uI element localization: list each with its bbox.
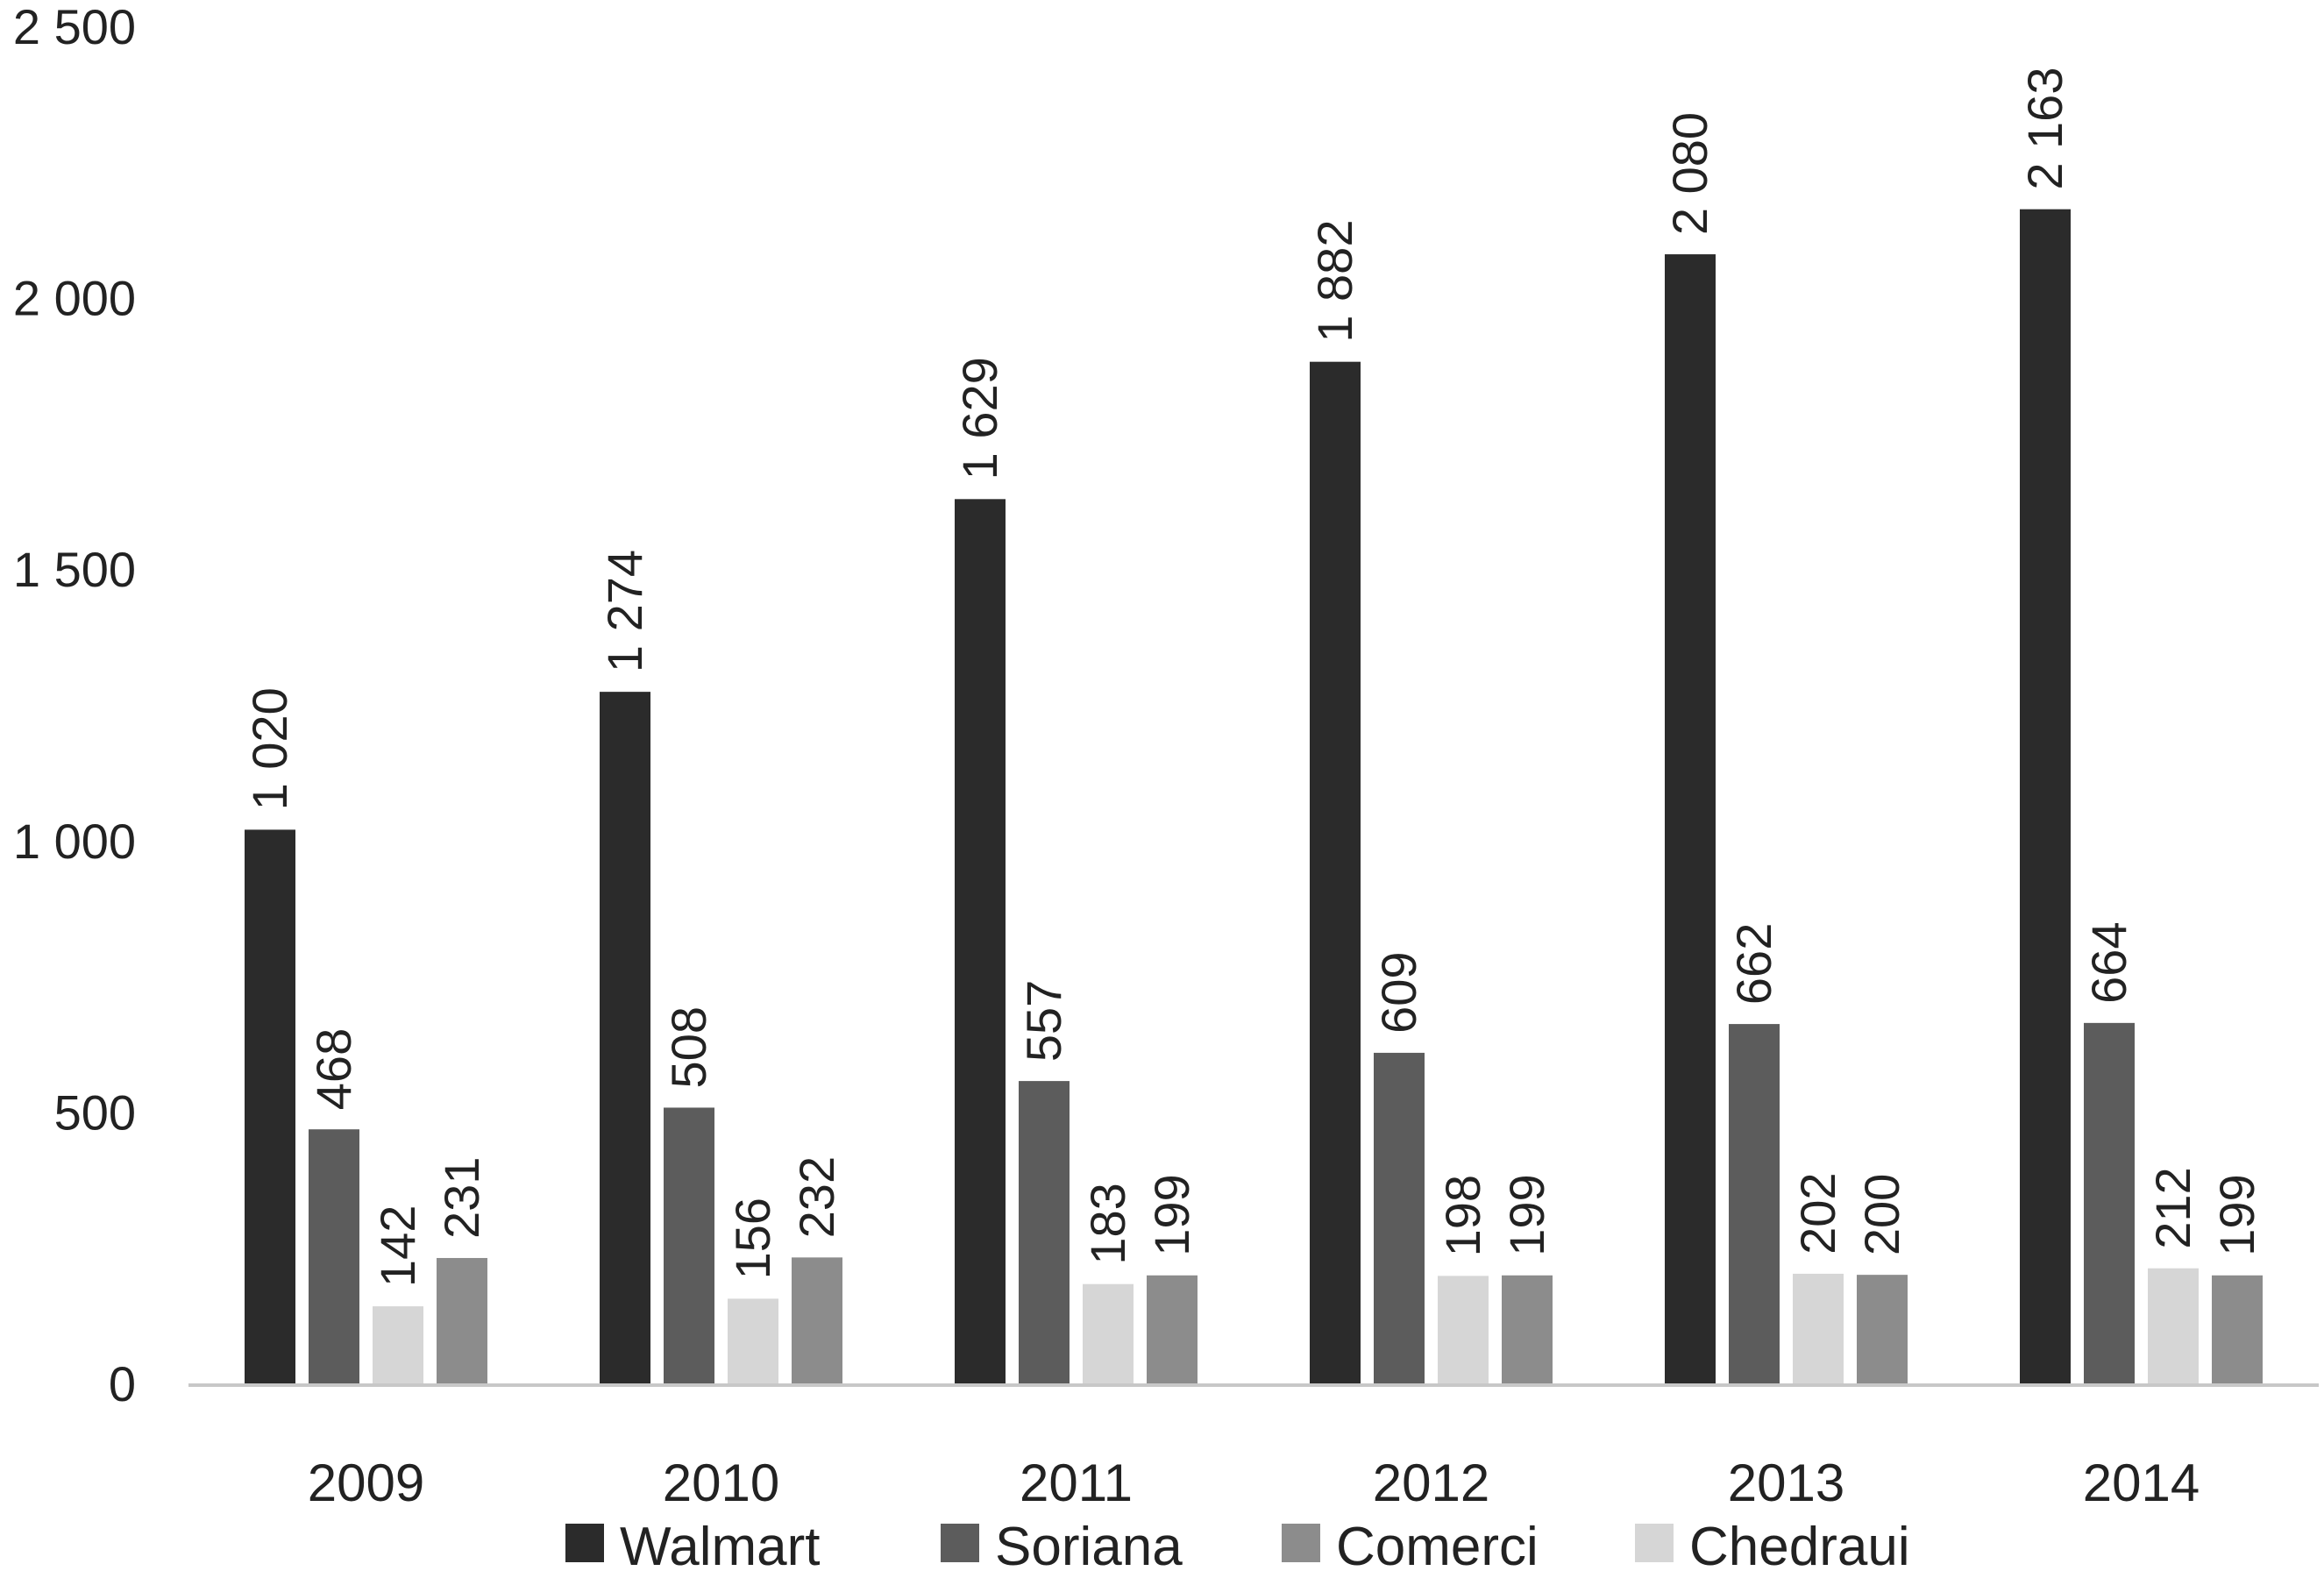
legend-label-comerci: Comerci — [1336, 1517, 1539, 1571]
data-label: 198 — [1435, 1175, 1490, 1256]
data-label: 557 — [1016, 980, 1071, 1062]
bar-chedraui-2013 — [1793, 1273, 1844, 1383]
data-label: 468 — [306, 1028, 361, 1110]
y-axis: 0 500 1 000 1 500 2 000 2 500 — [13, 0, 136, 1411]
bar-soriana-2009 — [309, 1129, 359, 1383]
data-label: 199 — [1144, 1174, 1199, 1255]
legend-label-soriana: Soriana — [995, 1517, 1183, 1571]
data-label: 1 020 — [242, 687, 297, 810]
data-label: 231 — [434, 1157, 489, 1239]
x-tick-label: 2014 — [2083, 1454, 2200, 1512]
x-tick-label: 2010 — [663, 1454, 779, 1512]
bar-walmart-2013 — [1665, 254, 1716, 1384]
legend-label-walmart: Walmart — [620, 1517, 820, 1571]
legend-swatch-walmart — [565, 1524, 604, 1562]
legend: Walmart Soriana Comerci Chedraui — [565, 1517, 1910, 1571]
bar-soriana-2010 — [664, 1107, 714, 1383]
y-tick-label: 1 000 — [13, 814, 136, 869]
bar-soriana-2011 — [1019, 1081, 1070, 1383]
bar-chedraui-2012 — [1438, 1276, 1489, 1383]
x-tick-label: 2009 — [308, 1454, 424, 1512]
bar-soriana-2014 — [2084, 1022, 2135, 1383]
bar-comerci-2010 — [792, 1257, 842, 1383]
data-label: 609 — [1371, 951, 1426, 1033]
bar-chedraui-2014 — [2148, 1268, 2199, 1383]
bar-walmart-2009 — [245, 829, 295, 1383]
data-label: 232 — [789, 1156, 844, 1238]
bar-chedraui-2011 — [1083, 1283, 1134, 1383]
bar-soriana-2013 — [1729, 1024, 1780, 1383]
y-tick-label: 500 — [54, 1084, 136, 1140]
bar-walmart-2014 — [2020, 209, 2071, 1383]
legend-swatch-chedraui — [1635, 1524, 1674, 1562]
data-label: 2 080 — [1662, 112, 1717, 235]
data-label: 1 274 — [597, 550, 652, 672]
bar-chedraui-2009 — [373, 1306, 423, 1383]
data-label: 142 — [370, 1205, 425, 1287]
bar-comerci-2011 — [1147, 1275, 1198, 1383]
legend-swatch-comerci — [1282, 1524, 1320, 1562]
bar-walmart-2010 — [600, 692, 650, 1383]
data-label: 212 — [2145, 1167, 2200, 1248]
data-label: 508 — [661, 1006, 716, 1088]
data-label: 2 163 — [2017, 68, 2072, 190]
bar-comerci-2013 — [1857, 1275, 1908, 1383]
data-label: 156 — [725, 1198, 780, 1279]
y-tick-label: 2 500 — [13, 0, 136, 54]
bar-chedraui-2010 — [728, 1298, 778, 1383]
x-tick-label: 2012 — [1373, 1454, 1489, 1512]
x-axis: 2009 2010 2011 2012 2013 2014 — [308, 1454, 2200, 1512]
y-tick-label: 2 000 — [13, 271, 136, 326]
x-tick-label: 2011 — [1020, 1454, 1133, 1512]
x-tick-label: 2013 — [1728, 1454, 1844, 1512]
data-label: 199 — [2209, 1174, 2264, 1255]
data-label: 662 — [1726, 923, 1781, 1005]
data-label: 202 — [1790, 1172, 1845, 1254]
bar-comerci-2009 — [437, 1257, 487, 1383]
y-tick-label: 1 500 — [13, 542, 136, 597]
data-label: 199 — [1499, 1174, 1554, 1255]
bar-comerci-2012 — [1502, 1275, 1553, 1383]
bar-soriana-2012 — [1374, 1052, 1425, 1383]
legend-label-chedraui: Chedraui — [1689, 1517, 1910, 1571]
bars — [245, 209, 2263, 1384]
data-label: 200 — [1854, 1174, 1909, 1255]
data-label: 1 882 — [1307, 220, 1362, 343]
y-tick-label: 0 — [109, 1356, 136, 1411]
data-label: 664 — [2081, 921, 2136, 1003]
data-label: 1 629 — [952, 357, 1007, 480]
data-label: 183 — [1080, 1183, 1135, 1264]
legend-swatch-soriana — [941, 1524, 979, 1562]
bar-comerci-2014 — [2212, 1275, 2263, 1383]
bar-walmart-2011 — [955, 499, 1006, 1383]
bar-walmart-2012 — [1310, 361, 1361, 1384]
